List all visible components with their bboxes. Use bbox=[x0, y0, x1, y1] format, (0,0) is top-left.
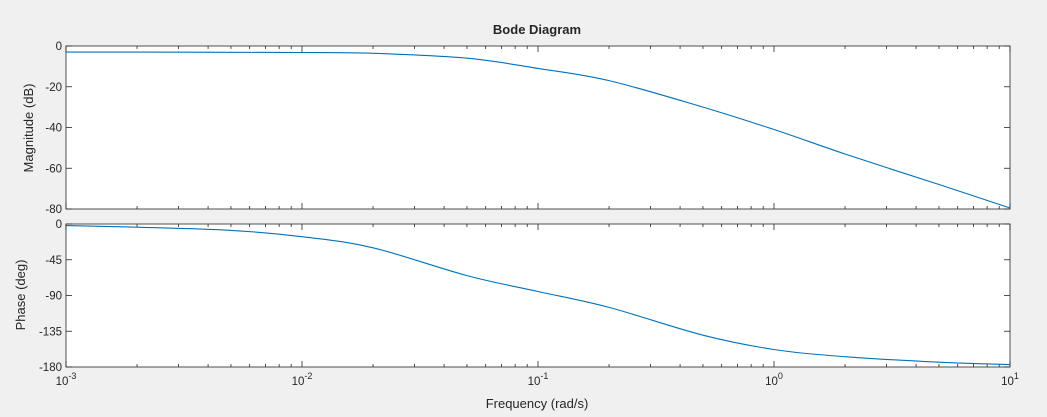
phase-plot-area bbox=[65, 223, 1011, 368]
magnitude-y-tick-label: -60 bbox=[45, 163, 62, 175]
magnitude-axes: 0 -20 -40 -60 -80 bbox=[45, 41, 1011, 216]
magnitude-ylabel: Magnitude (dB) bbox=[21, 84, 36, 173]
phase-series-line bbox=[65, 225, 1011, 366]
magnitude-y-tick-label: 0 bbox=[56, 41, 62, 53]
x-tick-label-base: 10 bbox=[56, 376, 69, 388]
x-tick-label-exponent: -1 bbox=[540, 371, 548, 381]
x-tick-label: 100 bbox=[765, 371, 783, 388]
x-tick-label-exponent: 1 bbox=[1014, 371, 1019, 381]
x-tick-label: 101 bbox=[1001, 371, 1019, 388]
x-tick-label-base: 10 bbox=[1001, 376, 1014, 388]
x-tick-label: 10-3 bbox=[56, 371, 77, 388]
magnitude-plot-area bbox=[65, 45, 1011, 210]
x-tick-label-base: 10 bbox=[528, 376, 541, 388]
magnitude-series-line bbox=[66, 51, 1011, 209]
x-tick-label-exponent: -3 bbox=[68, 371, 76, 381]
magnitude-y-tick-label: -40 bbox=[45, 123, 62, 135]
phase-y-tick-label: -180 bbox=[39, 362, 62, 374]
frequency-xlabel: Frequency (rad/s) bbox=[486, 396, 589, 411]
magnitude-y-tick-label: -80 bbox=[45, 204, 62, 216]
x-tick-label: 10-1 bbox=[528, 371, 549, 388]
x-tick-label-base: 10 bbox=[292, 376, 305, 388]
x-tick-label-exponent: -2 bbox=[304, 371, 312, 381]
phase-y-tick-label: -45 bbox=[45, 255, 62, 267]
x-tick-label-exponent: 0 bbox=[778, 371, 783, 381]
phase-ylabel: Phase (deg) bbox=[13, 260, 28, 331]
phase-y-tick-label: 0 bbox=[56, 219, 62, 231]
magnitude-y-tick-label: -20 bbox=[45, 82, 62, 94]
x-tick-label: 10-2 bbox=[292, 371, 313, 388]
phase-y-tick-label: -135 bbox=[39, 326, 62, 338]
phase-y-tick-label: -90 bbox=[45, 291, 62, 303]
chart-title: Bode Diagram bbox=[493, 22, 581, 37]
x-tick-label-base: 10 bbox=[765, 376, 778, 388]
